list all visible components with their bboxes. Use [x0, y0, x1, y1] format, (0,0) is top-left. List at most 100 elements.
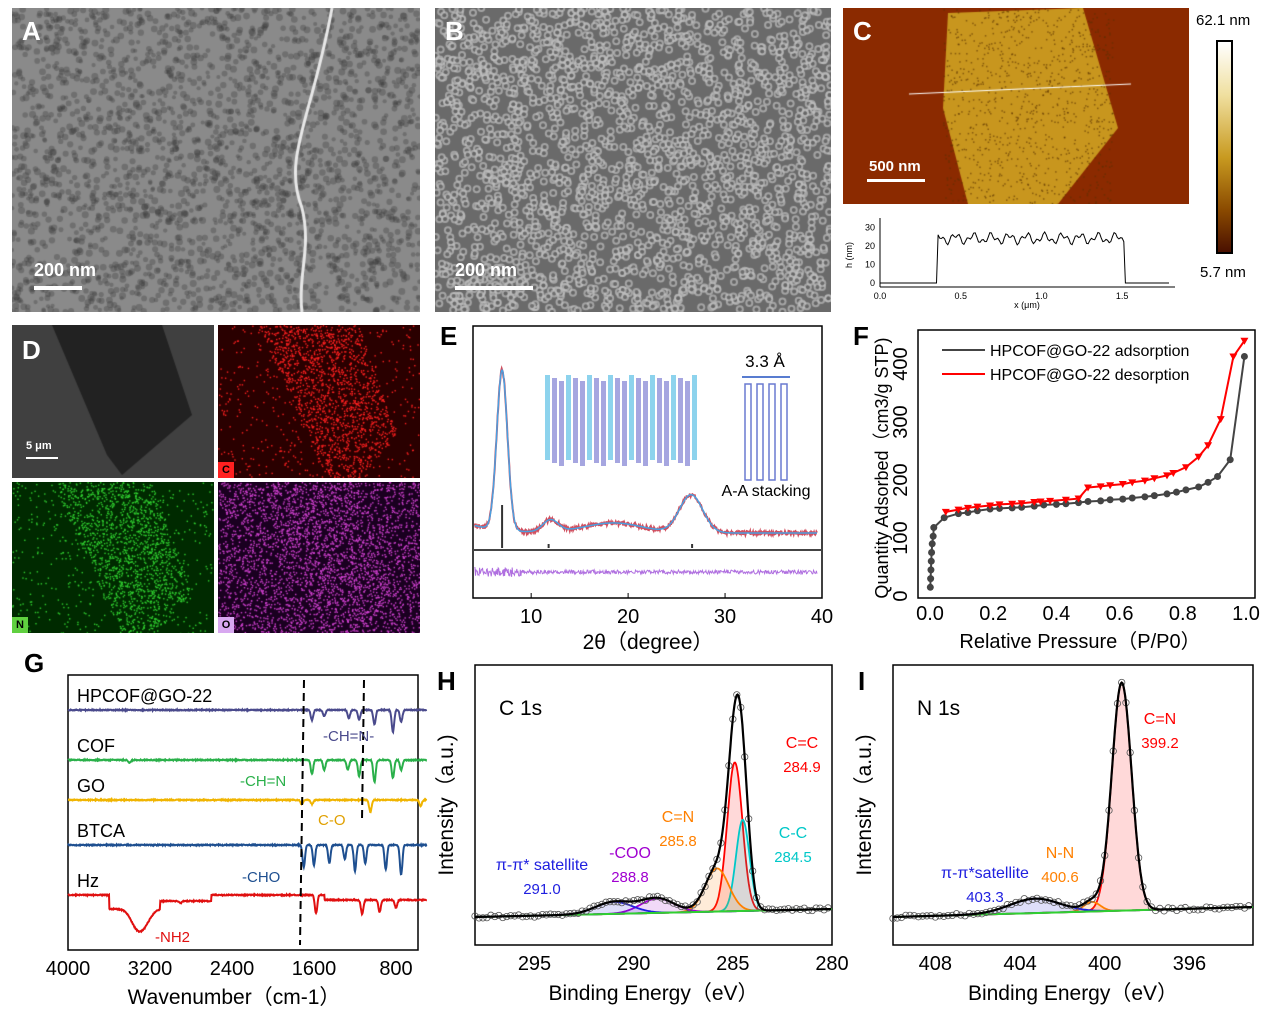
- reference-line: [299, 679, 305, 946]
- cof-structure-column: [615, 378, 620, 463]
- data-point: [1084, 497, 1092, 505]
- interlayer-spacing-label: 3.3 Å: [745, 352, 785, 371]
- plot-frame: [474, 664, 833, 946]
- data-point: [1008, 500, 1017, 508]
- data-point: [1147, 903, 1155, 911]
- component-position: 285.8: [659, 833, 697, 850]
- data-point: [1119, 495, 1127, 503]
- data-point: [1195, 483, 1203, 491]
- stacked-layer: [744, 383, 752, 481]
- element-tag-n: N: [12, 617, 28, 633]
- data-point: [1185, 906, 1194, 914]
- data-point: [1084, 897, 1092, 905]
- x-tick-label: 40: [811, 606, 833, 628]
- data-point: [1204, 442, 1213, 450]
- data-point: [653, 892, 662, 900]
- band-annotation: -CH=N: [240, 773, 286, 790]
- data-point: [963, 504, 972, 512]
- data-point: [1097, 497, 1105, 505]
- y-tick-label: 0: [870, 278, 875, 288]
- panel-label: A: [22, 16, 41, 46]
- data-point: [1240, 352, 1248, 360]
- spectrum-label: HPCOF@GO-22: [77, 686, 212, 706]
- x-tick-label: 1.0: [1232, 603, 1260, 625]
- data-point: [940, 514, 948, 522]
- cof-structure-column: [671, 375, 676, 460]
- data-point: [1062, 500, 1070, 508]
- data-point: [928, 549, 936, 556]
- cof-structure-column: [657, 378, 662, 463]
- x-axis-label: 2θ（degree）: [583, 631, 714, 654]
- scale-bar: [867, 179, 925, 182]
- data-point: [1173, 906, 1181, 915]
- component-position: 291.0: [523, 881, 561, 898]
- data-point: [941, 508, 950, 516]
- sem-image: [12, 8, 420, 312]
- component-position: 400.6: [1041, 869, 1079, 886]
- data-point: [1140, 477, 1149, 485]
- eds-map-n: [12, 482, 214, 633]
- colorbar-min: 5.7 nm: [1200, 264, 1246, 281]
- data-point: [1163, 472, 1171, 480]
- panel-label: I: [858, 666, 865, 696]
- cof-structure-column: [678, 378, 683, 463]
- stacked-layer: [756, 383, 764, 481]
- data-point: [705, 872, 713, 880]
- data-point: [1143, 898, 1151, 906]
- x-tick-label: 4000: [46, 958, 91, 980]
- y-tick-label: 300: [890, 405, 912, 438]
- scale-bar-label: 500 nm: [869, 158, 921, 175]
- y-axis-label: Quantity Adsorbed（cm3/g STP): [872, 337, 892, 598]
- data-point: [1194, 453, 1203, 461]
- data-point: [812, 904, 820, 912]
- data-point: [889, 914, 897, 923]
- band-annotation: -CHO: [242, 869, 280, 886]
- y-tick-label: 0: [890, 590, 912, 601]
- data-point: [986, 502, 995, 510]
- data-point: [995, 501, 1004, 509]
- component-label: C=C: [786, 735, 818, 752]
- data-point: [1240, 337, 1249, 345]
- plot-frame: [67, 674, 419, 951]
- x-axis-label: Relative Pressure（P/P0）: [959, 630, 1200, 653]
- panel-label: D: [22, 335, 41, 365]
- cof-structure-column: [650, 375, 655, 460]
- cof-structure-column: [664, 381, 669, 466]
- data-point: [1172, 488, 1180, 496]
- data-point: [499, 913, 507, 922]
- y-axis-label: h (nm): [844, 242, 854, 268]
- component-label: N-N: [1046, 845, 1074, 862]
- ftir-spectrum: [67, 892, 427, 934]
- x-tick-label: 1600: [292, 958, 337, 980]
- data-point: [1128, 494, 1136, 502]
- y-axis-label: Intensity（a.u.): [853, 734, 876, 875]
- spectrum-title: N 1s: [917, 697, 960, 720]
- data-point: [1245, 902, 1253, 910]
- cof-structure-column: [685, 381, 690, 466]
- x-tick-label: 0.2: [979, 603, 1007, 625]
- component-label: C=N: [662, 809, 694, 826]
- component-position: 403.3: [966, 889, 1004, 906]
- cof-structure-column: [580, 381, 585, 466]
- x-tick-label: 800: [379, 958, 412, 980]
- data-point: [931, 913, 939, 921]
- panel-b-tem: B 200 nm: [435, 8, 831, 312]
- data-point: [952, 910, 961, 918]
- x-tick-label: 3200: [128, 958, 173, 980]
- cof-structure-column: [573, 378, 578, 463]
- cof-structure-column: [545, 375, 550, 460]
- spectrum-label: BTCA: [77, 821, 125, 841]
- cof-structure-column: [594, 378, 599, 463]
- data-point: [954, 510, 962, 518]
- component-position: 399.2: [1141, 735, 1179, 752]
- x-axis-label: Binding Energy（eV）: [968, 982, 1178, 1005]
- x-tick-label: 2400: [210, 958, 255, 980]
- data-point: [598, 900, 606, 908]
- x-tick-label: 280: [815, 953, 848, 975]
- x-tick-label: 290: [617, 953, 650, 975]
- colorbar-max: 62.1 nm: [1196, 12, 1251, 29]
- scale-bar: [26, 457, 58, 459]
- sem-tile: [12, 325, 214, 478]
- cof-structure-column: [608, 375, 613, 460]
- data-point: [1061, 496, 1070, 504]
